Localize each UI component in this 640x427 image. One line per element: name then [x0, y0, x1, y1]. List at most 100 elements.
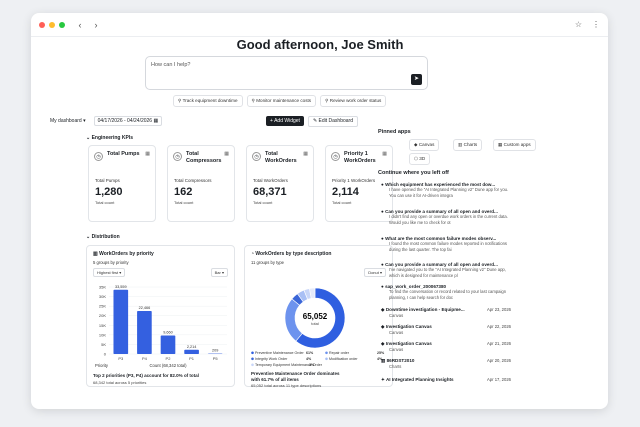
- donut-card-title-text: WorkOrders by type description: [255, 251, 332, 257]
- menu-icon[interactable]: ⋮: [592, 20, 600, 29]
- pinned-app-3d[interactable]: ⬡ 3D: [409, 153, 431, 165]
- kpi-card[interactable]: ◷ Total WorkOrders ▦ Total WorkOrders 68…: [246, 145, 314, 222]
- bar-value-label: 33,559: [115, 285, 127, 289]
- donut-card-title: ◔ WorkOrders by type description: [251, 251, 332, 257]
- conversation-body: I have opened the "AI Integrated Plannin…: [389, 187, 509, 198]
- donut-slice: [309, 287, 316, 299]
- minimize-dot[interactable]: [49, 21, 55, 28]
- prompt-input[interactable]: How can I help? ➤: [145, 56, 428, 90]
- conversation-title-text: sap_work_order_200067380: [385, 284, 447, 289]
- legend-label: Repair order: [329, 351, 350, 355]
- legend-swatch: [251, 351, 254, 355]
- conversation-item[interactable]: ● Can you provide a summary of all open …: [381, 209, 511, 226]
- conversation-body: I've navigated you to the "AI Integrated…: [389, 267, 506, 278]
- kpi-title: Total Pumps: [107, 151, 140, 157]
- history-title: ◆ Investigation Canvas: [381, 341, 511, 347]
- history-item[interactable]: ◆ Downtime investigation - Equipme... Ca…: [381, 307, 511, 318]
- donut-center-value: 65,052: [303, 312, 328, 321]
- greeting-title: Good afternoon, Joe Smith: [236, 37, 404, 52]
- calendar-icon: ▦: [153, 118, 159, 124]
- bar: [113, 289, 129, 354]
- send-icon[interactable]: ➤: [411, 74, 422, 85]
- kpi-title: Priority 1 WorkOrders: [344, 151, 376, 164]
- history-item[interactable]: ◆ Investigation Canvas Canvas Apr 22, 20…: [381, 324, 511, 335]
- donut-slice: [295, 287, 346, 349]
- history-title-text: AI Integrated Planning Insights: [385, 377, 454, 382]
- donut-chart-card: ◔ WorkOrders by type description 11 grou…: [244, 245, 393, 388]
- calendar-icon[interactable]: ▦: [303, 151, 308, 157]
- legend-pct: 4%: [377, 357, 383, 361]
- y-axis-label: Count (68,342 total): [149, 363, 187, 368]
- suggestion-chip[interactable]: ⚲ Track equipment downtime: [173, 95, 243, 107]
- bar: [160, 335, 176, 354]
- history-title: ✦ AI Integrated Planning Insights: [381, 377, 511, 383]
- kpi-card[interactable]: ◷ Total Pumps ▦ Total Pumps 1,280 Total …: [88, 145, 156, 222]
- distribution-section-header[interactable]: ⌄ Distribution: [86, 234, 120, 240]
- conversation-title-text: Which equipment has experienced the most…: [385, 182, 496, 187]
- conversation-item[interactable]: ● sap_work_order_200067380 To find the c…: [381, 284, 511, 301]
- dashboard-select[interactable]: My dashboard ▾: [50, 118, 86, 124]
- calendar-icon[interactable]: ▦: [224, 151, 229, 157]
- kpi-card[interactable]: ◷ Priority 1 WorkOrders ▦ Priority 1 Wor…: [325, 145, 393, 222]
- date-range-label: 04/17/2026 - 04/24/2026: [97, 118, 153, 124]
- conversation-title-text: Can you provide a summary of all open an…: [385, 209, 498, 214]
- conversation-title: ● Can you provide a summary of all open …: [381, 209, 498, 214]
- donut-type-select[interactable]: Donut ▾: [364, 268, 386, 277]
- pinned-app-label: Charts: [463, 142, 478, 147]
- close-dot[interactable]: [39, 21, 45, 28]
- legend-label: Integrity Work Order: [255, 357, 288, 361]
- add-widget-button[interactable]: + Add Widget: [266, 116, 304, 126]
- canvas-icon: ◆: [414, 142, 418, 147]
- star-icon[interactable]: ☆: [574, 20, 582, 29]
- history-item[interactable]: ▥ 86RDST2010 Charts Apr 20, 2026: [381, 358, 511, 369]
- pinned-app-charts[interactable]: ▥ Charts: [453, 139, 483, 151]
- chevron-down-icon: ▾: [83, 118, 86, 124]
- chart-type-select[interactable]: Bar ▾: [210, 268, 228, 277]
- charts-icon: ▥: [458, 142, 463, 147]
- bar-value-label: 9,660: [163, 331, 173, 335]
- history-title-text: Investigation Canvas: [385, 324, 432, 329]
- chart-type-label: Bar: [214, 270, 221, 275]
- maximize-dot[interactable]: [59, 21, 65, 28]
- y-tick-label: 25K: [99, 304, 106, 309]
- forward-icon[interactable]: ›: [94, 19, 98, 30]
- donut-type-label: Donut: [368, 270, 379, 275]
- history-title-text: Investigation Canvas: [385, 341, 432, 346]
- conversation-item[interactable]: ● Can you provide a summary of all open …: [381, 262, 511, 279]
- conversation-item[interactable]: ● Which equipment has experienced the mo…: [381, 182, 511, 199]
- history-item[interactable]: ✦ AI Integrated Planning Insights Apr 17…: [381, 377, 511, 383]
- kpis-section-header[interactable]: ⌄ Engineering KPIs: [86, 135, 133, 141]
- kpi-label: Total Pumps: [95, 178, 120, 183]
- kpi-card[interactable]: ◷ Total Compressors ▦ Total Compressors …: [167, 145, 235, 222]
- conversation-item[interactable]: ● What are the most common failure modes…: [381, 236, 511, 253]
- pinned-app-label: Custom apps: [503, 142, 531, 147]
- conversation-title-text: Can you provide a summary of all open an…: [385, 262, 498, 267]
- calendar-icon[interactable]: ▦: [145, 151, 150, 157]
- date-range-picker[interactable]: 04/17/2026 - 04/24/2026 ▦: [93, 116, 163, 126]
- kpis-section-label: Engineering KPIs: [91, 135, 133, 141]
- edit-dashboard-label: Edit Dashboard: [318, 118, 353, 124]
- donut-card-footer-sub: 65,052 total across 11 type descriptions: [251, 383, 322, 388]
- legend-label: Temporary Equipment Maintenance Order: [255, 363, 323, 367]
- dashboard-label: My dashboard: [50, 118, 82, 124]
- donut-card-footer-line2: with 61.7% of all items: [251, 377, 299, 382]
- history-sub: Charts: [389, 364, 402, 369]
- calendar-icon[interactable]: ▦: [382, 151, 387, 157]
- bar-card-footer-sub: 68,342 total across 5 priorities: [93, 380, 147, 385]
- bar-card-by[interactable]: by priority: [110, 260, 129, 265]
- donut-card-by[interactable]: by type: [270, 260, 285, 265]
- history-item[interactable]: ◆ Investigation Canvas Canvas Apr 21, 20…: [381, 341, 511, 352]
- kpi-icon: ◷: [252, 152, 261, 161]
- legend-label: Preventive Maintenance Order: [255, 351, 305, 355]
- suggestion-chip[interactable]: ⚲ Review work order status: [320, 95, 387, 107]
- pinned-app-custom[interactable]: ▦ Custom apps: [493, 139, 536, 151]
- edit-dashboard-button[interactable]: ✎ Edit Dashboard: [307, 115, 358, 127]
- legend-swatch: [251, 363, 254, 367]
- y-tick-label: 15K: [99, 323, 106, 328]
- x-tick-label: P3: [118, 356, 124, 361]
- sort-select[interactable]: Highest first ▾: [93, 268, 126, 277]
- suggestion-chip[interactable]: ⚲ Monitor maintenance costs: [246, 95, 317, 107]
- back-icon[interactable]: ‹: [78, 19, 82, 30]
- pinned-app-canvas[interactable]: ◆ Canvas: [409, 139, 440, 151]
- kpi-value: 1,280: [95, 186, 123, 198]
